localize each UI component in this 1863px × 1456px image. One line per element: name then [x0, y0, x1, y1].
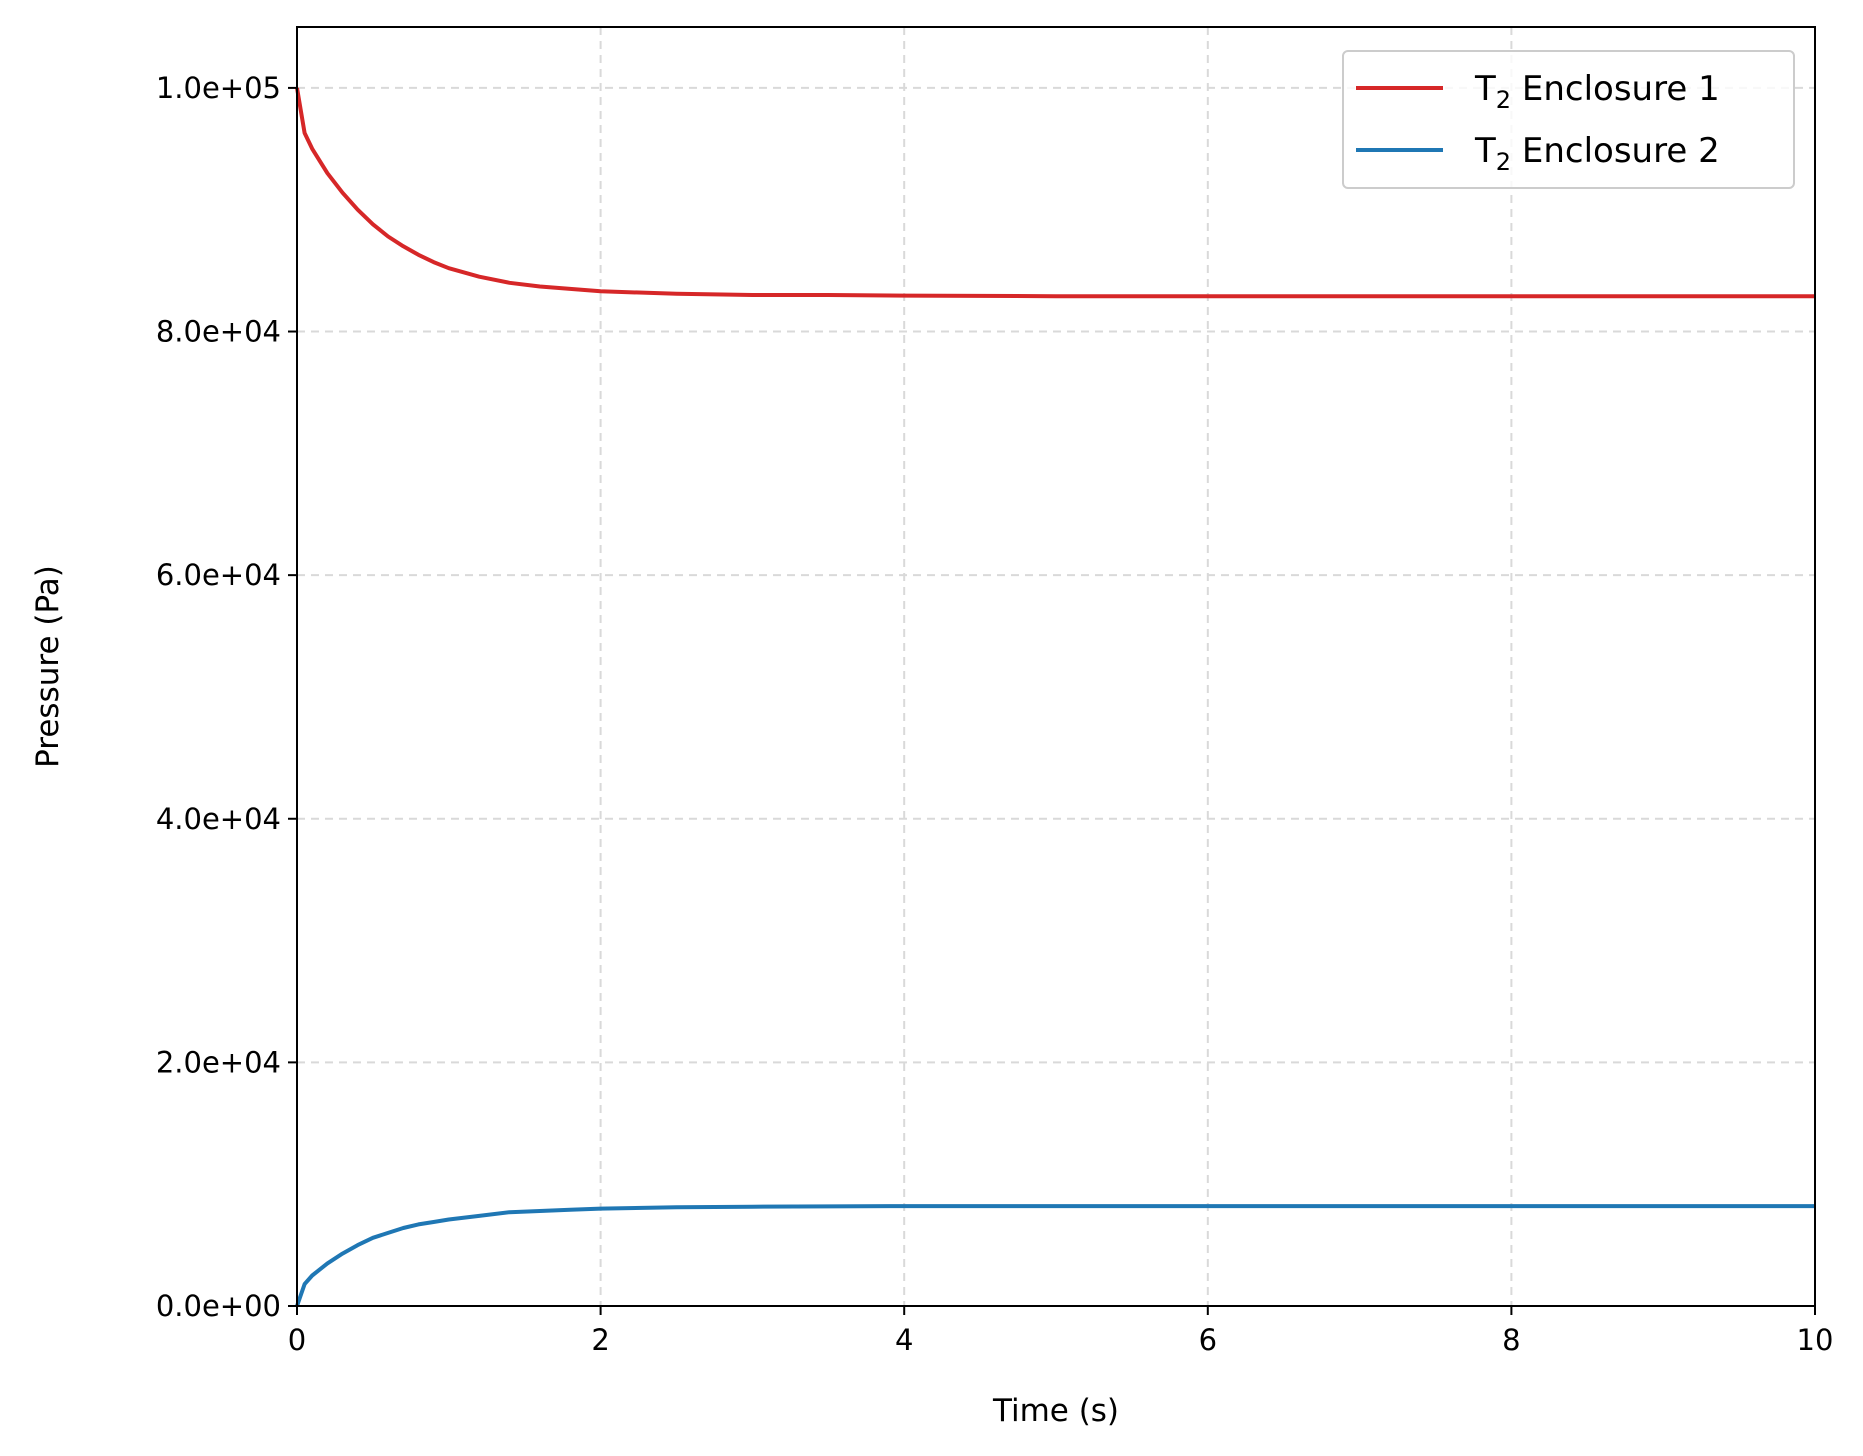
legend-series-subscript: 2	[1496, 148, 1511, 176]
x-tick-label: 0	[288, 1323, 306, 1357]
y-tick-label: 1.0e+05	[156, 71, 281, 105]
legend-series-name: T	[1474, 131, 1496, 171]
x-tick-label: 2	[591, 1323, 609, 1357]
y-axis-ticks: 0.0e+00 2.0e+04 4.0e+04 6.0e+04 8.0e+04 1.0e+…	[156, 71, 297, 1323]
y-axis-label: Pressure (Pa)	[30, 565, 66, 768]
x-tick-label: 8	[1502, 1323, 1520, 1357]
series-lines	[295, 87, 1815, 1307]
axes-frame	[296, 26, 1816, 1307]
x-tick-label: 4	[895, 1323, 913, 1357]
legend-series-name: T	[1474, 69, 1496, 109]
y-tick-label: 8.0e+04	[156, 315, 281, 349]
y-tick-label: 6.0e+04	[156, 558, 281, 592]
x-axis-label: Time (s)	[992, 1393, 1119, 1429]
legend-series-subscript: 2	[1496, 86, 1511, 114]
series-line-1	[295, 87, 1815, 299]
y-tick-label: 2.0e+04	[156, 1045, 281, 1079]
series-line-2	[295, 1204, 1815, 1307]
x-tick-label: 10	[1797, 1323, 1834, 1357]
legend: T2 Enclosure 1T2 Enclosure 2	[1342, 50, 1795, 189]
y-tick-label: 0.0e+00	[156, 1289, 281, 1323]
legend-entry-label: T2 Enclosure 1	[1474, 69, 1720, 114]
y-tick-label: 4.0e+04	[156, 802, 281, 836]
legend-series-suffix: Enclosure 1	[1511, 69, 1720, 109]
legend-box	[1342, 50, 1795, 189]
legend-entry-label: T2 Enclosure 2	[1474, 131, 1720, 176]
x-axis-ticks: 0 2 4 6 8 10	[288, 1306, 1834, 1357]
x-tick-label: 6	[1199, 1323, 1217, 1357]
legend-series-suffix: Enclosure 2	[1511, 131, 1720, 171]
